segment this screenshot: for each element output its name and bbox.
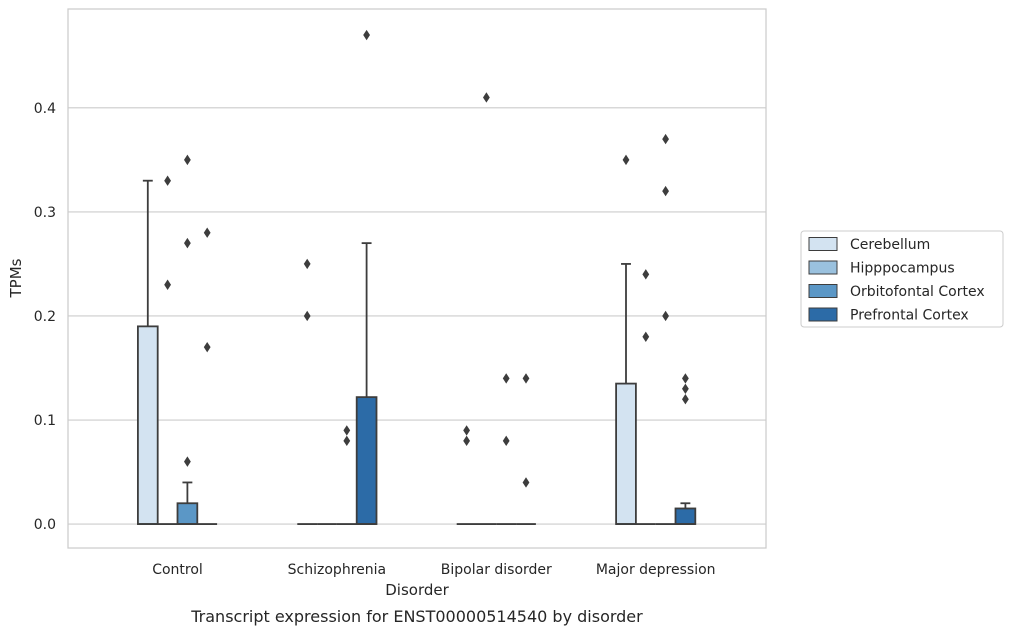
box-group: [176, 154, 199, 525]
legend-swatch: [808, 237, 838, 251]
x-tick-label: Schizophrenia: [288, 562, 386, 578]
y-tick-label: 0.0: [34, 517, 56, 533]
outlier-point: [203, 341, 211, 353]
legend-label: Hipppocampus: [850, 261, 955, 277]
y-tick-label: 0.3: [34, 205, 56, 221]
box-group: [456, 425, 477, 525]
box-group: [197, 227, 218, 525]
x-tick-labels: Control Schizophrenia Bipolar disorder Majo…: [152, 562, 715, 578]
box: [615, 382, 637, 525]
outlier-point: [343, 435, 351, 447]
box-group: [615, 154, 637, 525]
outlier-point: [502, 373, 510, 384]
legend-label: Orbitofontal Cortex: [850, 284, 985, 300]
outlier-point: [363, 29, 370, 41]
outlier-point: [203, 227, 211, 238]
outlier-point: [642, 269, 650, 280]
legend-frame: [800, 230, 1004, 328]
outlier-point: [522, 477, 530, 488]
outlier-point: [662, 310, 669, 322]
x-tick-label: Major depression: [596, 562, 716, 578]
box-group: [635, 269, 656, 525]
x-axis-title: Disorder: [385, 581, 449, 599]
box-group: [655, 133, 676, 525]
outlier-point: [522, 373, 530, 384]
outlier-point: [682, 383, 689, 394]
legend-swatch: [808, 260, 838, 275]
outlier-point: [164, 279, 171, 290]
outlier-point: [682, 373, 689, 384]
box-group: [136, 179, 159, 525]
legend-label: Prefrontal Cortex: [850, 308, 969, 324]
box-group: [297, 258, 318, 525]
chart-caption: Transcript expression for ENST0000051454…: [190, 607, 643, 626]
x-tick-label: Control: [152, 562, 203, 578]
legend-swatch: [808, 307, 838, 322]
box-group: [355, 29, 378, 525]
x-tick-label: Bipolar disorder: [441, 562, 552, 578]
box: [674, 507, 697, 525]
outlier-point: [184, 154, 191, 166]
box-group: [674, 373, 697, 525]
y-tick-label: 0.4: [34, 101, 56, 117]
legend-label: Cerebellum: [850, 237, 930, 253]
outlier-point: [662, 185, 669, 197]
outlier-point: [184, 237, 191, 249]
y-tick-label: 0.2: [34, 309, 56, 325]
outlier-point: [622, 154, 630, 166]
legend-swatch: [808, 284, 838, 298]
outlier-point: [463, 435, 470, 447]
outlier-point: [303, 310, 311, 322]
outlier-point: [662, 133, 669, 145]
legend: Cerebellum Hipppocampus Orbitofontal Corte…: [800, 230, 1004, 328]
y-axis-title: TPMs: [7, 258, 25, 298]
plot-frame: [67, 8, 767, 549]
y-tick-label: 0.1: [34, 413, 56, 429]
outlier-point: [343, 425, 351, 436]
outlier-point: [303, 258, 311, 270]
outlier-point: [164, 175, 171, 186]
box-group: [496, 373, 517, 525]
box-group: [516, 373, 536, 525]
box: [176, 502, 199, 525]
outlier-point: [502, 435, 510, 447]
box: [355, 396, 378, 525]
outlier-point: [682, 394, 689, 405]
outlier-point: [463, 425, 470, 436]
box-marks: [136, 29, 697, 525]
box: [136, 325, 159, 525]
box-group: [157, 175, 178, 525]
plot-background: [68, 9, 766, 548]
box-group: [336, 425, 357, 525]
outlier-point: [642, 331, 650, 342]
y-tick-labels: 0.0 0.1 0.2 0.3 0.4: [34, 101, 56, 533]
box-group: [476, 92, 497, 525]
outlier-point: [184, 456, 191, 467]
outlier-point: [483, 92, 490, 103]
